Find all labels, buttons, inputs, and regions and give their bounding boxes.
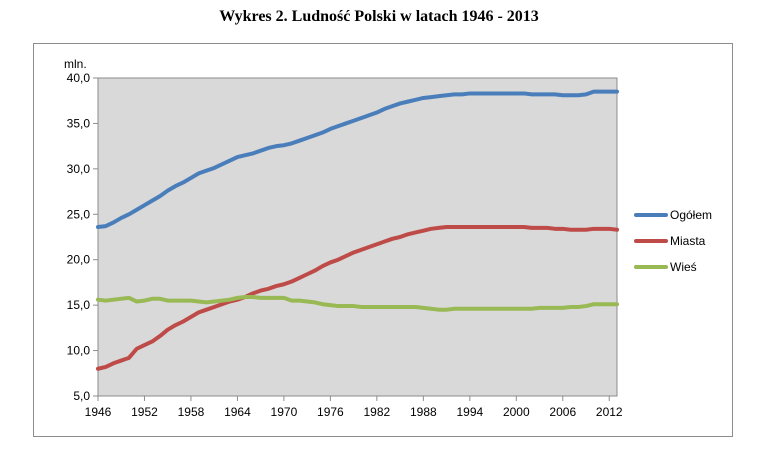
x-tick-label: 2006 (549, 405, 576, 419)
y-axis-unit-label: mln. (64, 57, 87, 71)
x-tick-label: 1994 (456, 405, 483, 419)
plot-area (97, 77, 618, 397)
legend-label: Wieś (670, 260, 697, 274)
x-tick-label: 2000 (503, 405, 530, 419)
series-line-2 (96, 225, 619, 371)
y-tick-label: 10,0 (67, 344, 91, 358)
y-tick-label: 15,0 (67, 298, 91, 312)
x-tick-label: 1964 (224, 405, 251, 419)
y-axis-ticks: 5,0 10,0 15,0 20,0 25,0 30,0 35,0 40,0 (67, 71, 98, 403)
x-tick-label: 1988 (410, 405, 437, 419)
series-line-3 (96, 294, 619, 312)
legend-label: Ogółem (670, 208, 712, 222)
y-tick-label: 35,0 (67, 116, 91, 130)
x-tick-label: 1946 (85, 405, 112, 419)
x-tick-label: 1970 (271, 405, 298, 419)
y-tick-label: 5,0 (73, 389, 90, 403)
x-tick-label: 1952 (131, 405, 158, 419)
x-tick-label: 2012 (596, 405, 623, 419)
series-lines (96, 89, 619, 371)
x-tick-label: 1958 (178, 405, 205, 419)
legend-label: Miasta (670, 234, 706, 248)
x-axis-ticks: 1946 1952 1958 1964 1970 1976 1982 1988 1994 2000… (85, 396, 623, 419)
x-tick-label: 1976 (317, 405, 344, 419)
y-tick-label: 25,0 (67, 207, 91, 221)
series-line-1 (96, 89, 619, 230)
y-tick-label: 40,0 (67, 71, 91, 85)
legend: Ogółem Miasta Wieś (634, 208, 712, 274)
y-tick-label: 20,0 (67, 253, 91, 267)
chart-title: Wykres 2. Ludność Polski w latach 1946 -… (219, 8, 539, 25)
y-tick-label: 30,0 (67, 162, 91, 176)
x-tick-label: 1982 (364, 405, 391, 419)
